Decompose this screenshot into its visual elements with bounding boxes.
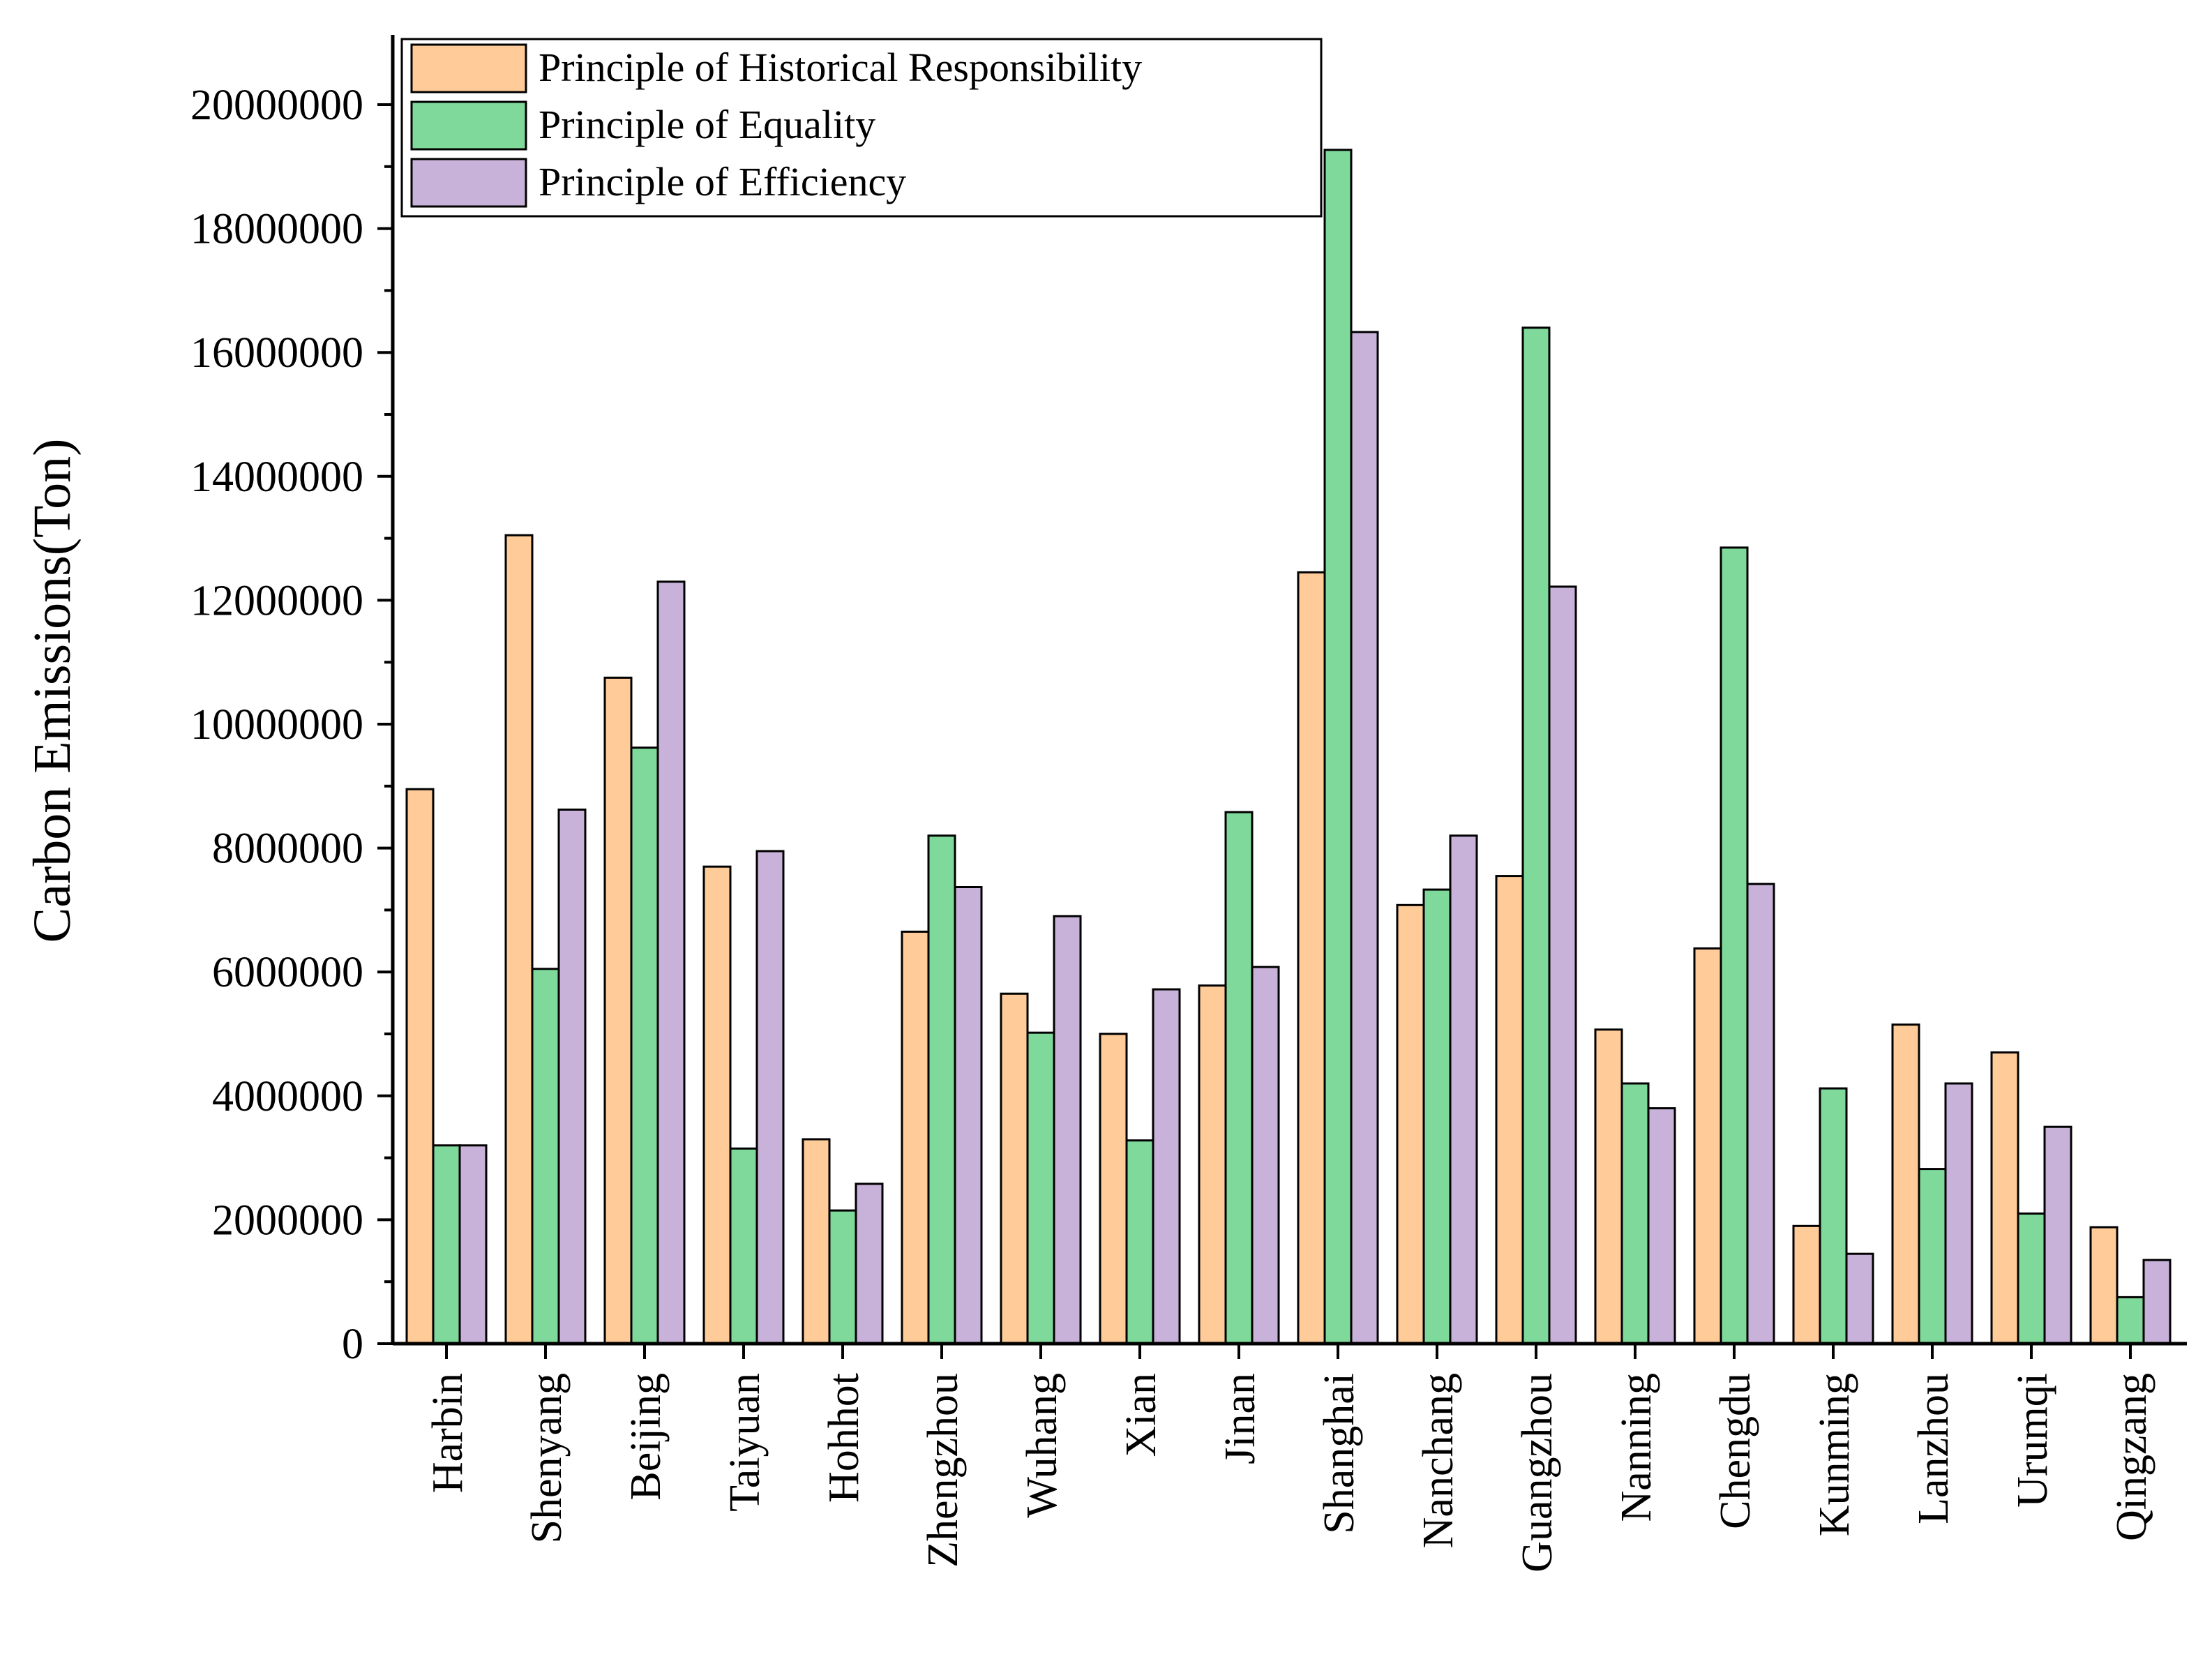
bar-wuhang-series-2 bbox=[1026, 1031, 1055, 1345]
bar-guangzhou-series-2 bbox=[1521, 326, 1551, 1345]
y-tick-label: 8000000 bbox=[212, 825, 363, 873]
bar-kunming-series-1 bbox=[1792, 1224, 1821, 1345]
bar-kunming-series-2 bbox=[1819, 1087, 1848, 1345]
bar-beijing-series-1 bbox=[603, 676, 633, 1345]
legend-swatch-series-2 bbox=[410, 100, 527, 151]
bar-nanchang-series-3 bbox=[1449, 834, 1478, 1345]
bar-nanning-series-2 bbox=[1620, 1082, 1650, 1345]
bar-beijing-series-2 bbox=[630, 746, 659, 1345]
bar-urumqi-series-3 bbox=[2043, 1125, 2072, 1345]
bar-urumqi-series-1 bbox=[1990, 1051, 2019, 1345]
bar-zhengzhou-series-2 bbox=[927, 834, 956, 1345]
x-tick-label-wuhang: Wuhang bbox=[1018, 1373, 1066, 1518]
bar-shanghai-series-3 bbox=[1350, 331, 1379, 1345]
bar-qingzang-series-1 bbox=[2089, 1226, 2119, 1345]
bar-hohhot-series-2 bbox=[828, 1209, 857, 1345]
legend-swatch-series-3 bbox=[410, 158, 527, 208]
y-tick-label: 20000000 bbox=[190, 82, 363, 129]
bar-shanghai-series-1 bbox=[1297, 571, 1326, 1345]
x-tick-label-harbin: Harbin bbox=[424, 1373, 472, 1493]
legend: Principle of Historical Responsibility Pr… bbox=[400, 38, 1323, 218]
bars-layer bbox=[405, 149, 2172, 1345]
x-tick-label-shenyang: Shenyang bbox=[523, 1373, 571, 1544]
y-tick-label: 12000000 bbox=[190, 577, 363, 624]
bar-wuhang-series-3 bbox=[1053, 915, 1082, 1345]
x-tick-label-urumqi: Urumqi bbox=[2009, 1373, 2056, 1508]
x-tick-label-qingzang: Qingzang bbox=[2108, 1373, 2155, 1541]
bar-taiyuan-series-3 bbox=[755, 850, 785, 1345]
x-tick-label-shanghai: Shanghai bbox=[1316, 1373, 1363, 1534]
bar-zhengzhou-series-3 bbox=[954, 886, 983, 1345]
bar-shenyang-series-2 bbox=[531, 968, 560, 1345]
bar-xian-series-3 bbox=[1152, 988, 1181, 1345]
bar-chengdu-series-2 bbox=[1720, 546, 1749, 1345]
x-tick-label-nanchang: Nanchang bbox=[1415, 1373, 1462, 1548]
bar-lanzhou-series-1 bbox=[1891, 1023, 1920, 1345]
x-tick-label-beijing: Beijing bbox=[622, 1373, 670, 1501]
bar-harbin-series-2 bbox=[432, 1144, 461, 1345]
bar-guangzhou-series-3 bbox=[1548, 585, 1577, 1345]
bar-nanning-series-1 bbox=[1594, 1028, 1623, 1345]
legend-frame bbox=[400, 38, 1323, 218]
bar-chengdu-series-3 bbox=[1746, 883, 1775, 1345]
bar-shanghai-series-2 bbox=[1323, 149, 1353, 1345]
y-tick-label: 6000000 bbox=[212, 949, 363, 996]
bar-harbin-series-3 bbox=[458, 1144, 488, 1345]
bar-jinan-series-3 bbox=[1251, 966, 1280, 1345]
x-tick-label-chengdu: Chengdu bbox=[1712, 1373, 1759, 1529]
y-tick-label: 2000000 bbox=[212, 1196, 363, 1244]
bar-taiyuan-series-2 bbox=[729, 1147, 758, 1345]
legend-label-series-2: Principle of Equality bbox=[539, 102, 875, 147]
bar-wuhang-series-1 bbox=[1000, 992, 1029, 1345]
bar-shenyang-series-1 bbox=[504, 534, 534, 1345]
bar-taiyuan-series-1 bbox=[702, 865, 732, 1345]
y-tick-label: 0 bbox=[342, 1321, 363, 1368]
legend-label-series-1: Principle of Historical Responsibility bbox=[539, 45, 1142, 90]
bar-jinan-series-1 bbox=[1198, 984, 1227, 1345]
x-ticks-layer: Harbin Shenyang Beijing Taiyuan Hohhot Zhengz… bbox=[424, 1344, 2155, 1572]
y-ticks-layer: 0 2000000 4000000 6000000 8000000 10000000 120… bbox=[190, 82, 393, 1368]
legend-swatch-series-1 bbox=[410, 43, 527, 93]
bar-hohhot-series-1 bbox=[802, 1138, 831, 1345]
bar-harbin-series-1 bbox=[405, 788, 435, 1345]
bar-xian-series-1 bbox=[1099, 1033, 1128, 1345]
x-tick-label-nanning: Nanning bbox=[1613, 1373, 1660, 1522]
axes-layer bbox=[391, 35, 2187, 1346]
x-tick-label-jinan: Jinan bbox=[1217, 1373, 1264, 1464]
bar-lanzhou-series-2 bbox=[1918, 1168, 1947, 1345]
x-tick-label-guangzhou: Guangzhou bbox=[1514, 1373, 1561, 1572]
bar-zhengzhou-series-1 bbox=[901, 931, 930, 1345]
y-tick-label: 16000000 bbox=[190, 329, 363, 377]
y-tick-label: 14000000 bbox=[190, 453, 363, 501]
bar-chengdu-series-1 bbox=[1693, 947, 1722, 1345]
bar-qingzang-series-3 bbox=[2142, 1259, 2172, 1345]
bar-jinan-series-2 bbox=[1224, 811, 1254, 1345]
x-tick-label-kunming: Kunming bbox=[1811, 1373, 1858, 1536]
bar-shenyang-series-3 bbox=[557, 809, 587, 1345]
bar-guangzhou-series-1 bbox=[1495, 875, 1524, 1345]
legend-items: Principle of Historical Responsibility Pr… bbox=[410, 43, 1142, 208]
y-tick-label: 18000000 bbox=[190, 206, 363, 253]
bar-urumqi-series-2 bbox=[2017, 1213, 2046, 1345]
y-axis-title: Carbon Emissions(Ton) bbox=[23, 439, 82, 943]
legend-label-series-3: Principle of Efficiency bbox=[539, 159, 906, 204]
bar-kunming-series-3 bbox=[1845, 1252, 1874, 1345]
bar-qingzang-series-2 bbox=[2116, 1296, 2145, 1345]
bar-lanzhou-series-3 bbox=[1944, 1082, 1973, 1345]
x-tick-label-zhengzhou: Zhengzhou bbox=[919, 1373, 967, 1568]
x-tick-label-lanzhou: Lanzhou bbox=[1910, 1373, 1957, 1524]
bar-hohhot-series-3 bbox=[855, 1183, 884, 1345]
bar-xian-series-2 bbox=[1125, 1139, 1154, 1345]
y-tick-label: 4000000 bbox=[212, 1073, 363, 1120]
bar-nanchang-series-1 bbox=[1396, 903, 1425, 1345]
bar-nanchang-series-2 bbox=[1422, 888, 1452, 1345]
y-tick-label: 10000000 bbox=[190, 701, 363, 749]
x-tick-label-xian: Xian bbox=[1118, 1373, 1165, 1457]
bar-beijing-series-3 bbox=[656, 580, 686, 1345]
bar-nanning-series-3 bbox=[1647, 1107, 1676, 1345]
x-tick-label-taiyuan: Taiyuan bbox=[721, 1373, 769, 1512]
x-tick-label-hohhot: Hohhot bbox=[820, 1373, 868, 1503]
